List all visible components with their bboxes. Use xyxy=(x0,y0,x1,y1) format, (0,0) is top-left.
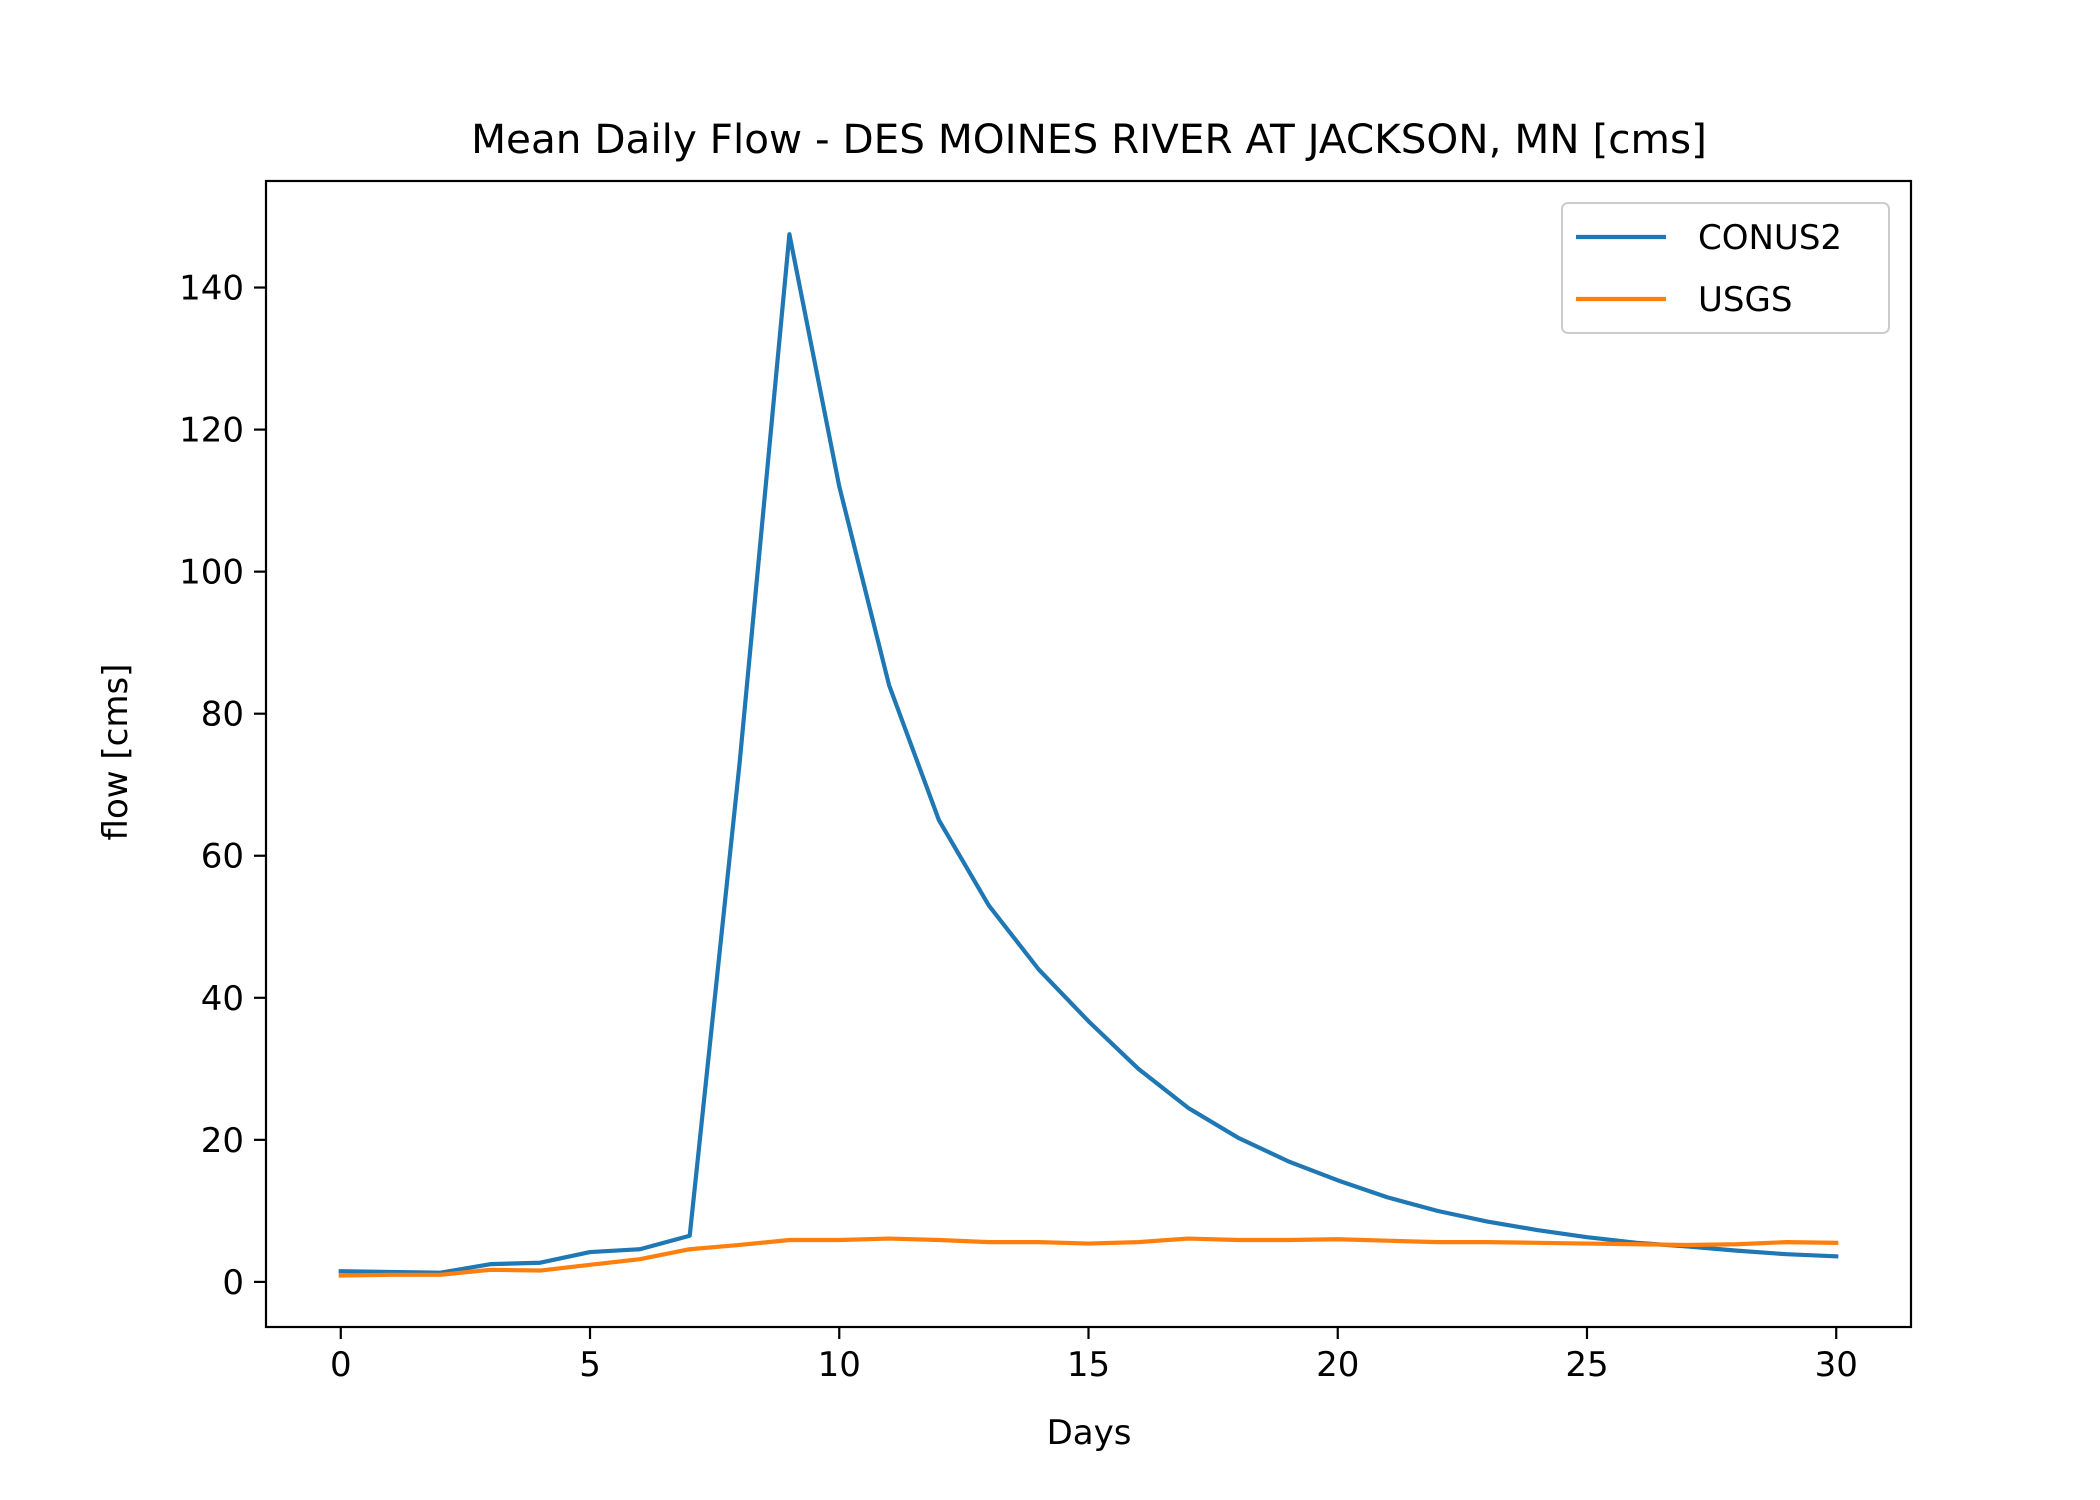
chart-title: Mean Daily Flow - DES MOINES RIVER AT JA… xyxy=(471,115,1707,163)
x-tick-label: 5 xyxy=(579,1345,601,1385)
x-tick-label: 25 xyxy=(1565,1345,1608,1385)
y-tick-label: 120 xyxy=(179,411,244,451)
series-line-usgs xyxy=(338,1236,1839,1278)
x-tick-label: 10 xyxy=(818,1345,861,1385)
y-tick-label: 0 xyxy=(222,1263,244,1303)
y-tick-label: 20 xyxy=(201,1121,244,1161)
y-tick-label: 40 xyxy=(201,979,244,1019)
series-line-conus2 xyxy=(338,232,1839,1275)
x-axis-label: Days xyxy=(1047,1413,1132,1453)
x-axis: 0 5 10 15 20 25 30 xyxy=(330,1327,1858,1385)
y-tick-label: 60 xyxy=(201,837,244,877)
y-axis: 0 20 40 60 80 100 120 140 xyxy=(179,269,266,1303)
legend-label-conus2: CONUS2 xyxy=(1698,218,1842,258)
x-tick-label: 0 xyxy=(330,1345,352,1385)
plot-area-frame xyxy=(264,179,1913,1329)
legend-label-usgs: USGS xyxy=(1698,280,1792,320)
x-tick-label: 20 xyxy=(1316,1345,1359,1385)
y-tick-label: 140 xyxy=(179,269,244,309)
y-tick-label: 80 xyxy=(201,695,244,735)
x-tick-label: 15 xyxy=(1067,1345,1110,1385)
series-layer xyxy=(338,232,1839,1278)
y-axis-label: flow [cms] xyxy=(96,664,136,841)
legend: CONUS2 USGS xyxy=(1561,202,1890,334)
x-tick-label: 30 xyxy=(1815,1345,1858,1385)
y-tick-label: 100 xyxy=(179,553,244,593)
